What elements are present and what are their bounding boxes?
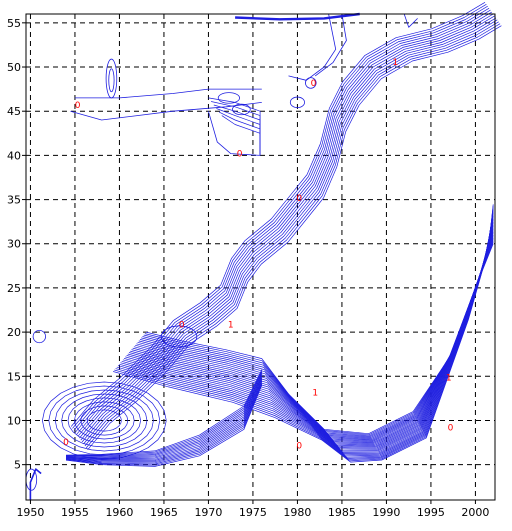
y-tick-label: 55 bbox=[7, 17, 21, 30]
peak-ring bbox=[289, 96, 305, 109]
lower-contour bbox=[65, 375, 263, 459]
loop-contour bbox=[48, 385, 161, 456]
contour-label: 0 bbox=[63, 438, 69, 448]
peak-ring bbox=[105, 58, 118, 99]
x-tick-label: 1970 bbox=[194, 506, 222, 519]
lower-contour bbox=[65, 382, 263, 465]
x-tick-label: 1955 bbox=[61, 506, 89, 519]
lower-contour bbox=[65, 379, 263, 462]
x-tick-label: 1975 bbox=[239, 506, 267, 519]
ridge-contour bbox=[72, 3, 487, 429]
x-tick-label: 1985 bbox=[328, 506, 356, 519]
peak-ring bbox=[108, 68, 115, 93]
grid-lines bbox=[26, 14, 495, 500]
lower-contour bbox=[65, 369, 263, 456]
lower-contour bbox=[65, 376, 263, 460]
contour-labels: 0 0 0 1 0 0 0 0 1 1 1 0 bbox=[63, 58, 453, 451]
plateau-contour bbox=[221, 115, 261, 156]
peak-ring bbox=[217, 92, 240, 104]
x-tick-label: 1950 bbox=[16, 506, 44, 519]
lower-contour bbox=[65, 373, 263, 458]
y-tick-label: 5 bbox=[14, 459, 21, 472]
ridge-contour bbox=[73, 5, 488, 431]
loop-contour bbox=[80, 405, 129, 436]
y-tick-label: 25 bbox=[7, 282, 21, 295]
ridge-contour bbox=[85, 23, 501, 449]
top-contour bbox=[288, 13, 337, 81]
top-contour bbox=[403, 13, 418, 28]
loop-contour bbox=[54, 389, 154, 452]
basin-contour bbox=[113, 204, 494, 463]
ridge-contour bbox=[84, 21, 499, 447]
contour-label: 1 bbox=[312, 388, 318, 398]
contour-label: 0 bbox=[448, 424, 454, 434]
lower-contour bbox=[65, 383, 263, 466]
plateau-contour bbox=[74, 88, 262, 99]
inner-loop bbox=[160, 325, 198, 348]
lower-contour bbox=[65, 377, 263, 461]
x-tick-label: 2000 bbox=[461, 506, 489, 519]
y-axis: 5 10 15 20 25 30 35 40 45 50 55 bbox=[7, 17, 26, 472]
contour-label: 0 bbox=[179, 320, 185, 330]
y-tick-label: 30 bbox=[7, 238, 21, 251]
plot-frame bbox=[25, 13, 496, 501]
contour-label: 1 bbox=[228, 320, 234, 330]
contour-label: 0 bbox=[296, 441, 302, 451]
lower-contour bbox=[65, 370, 263, 456]
lower-contour bbox=[66, 371, 263, 457]
corner-contour bbox=[29, 468, 42, 500]
loop-contour bbox=[74, 401, 135, 440]
y-tick-label: 50 bbox=[7, 61, 21, 74]
x-tick-label: 1990 bbox=[372, 506, 400, 519]
lower-contour bbox=[65, 374, 263, 458]
x-axis: 1950 1955 1960 1965 1970 1975 1980 1985 1990 1995… bbox=[16, 500, 489, 519]
y-tick-label: 35 bbox=[7, 194, 21, 207]
contour-label: 0 bbox=[296, 194, 302, 204]
ridge-contour bbox=[81, 17, 497, 443]
top-contour bbox=[314, 13, 347, 77]
y-tick-label: 20 bbox=[7, 326, 21, 339]
lower-contour bbox=[65, 380, 263, 463]
loop-contour bbox=[61, 393, 148, 448]
contour-label: 1 bbox=[446, 373, 452, 383]
ridge-contour bbox=[75, 7, 490, 433]
peak-ring bbox=[232, 103, 251, 116]
loop-contour bbox=[86, 409, 122, 432]
y-tick-label: 40 bbox=[7, 149, 21, 162]
loop-contour bbox=[67, 397, 141, 444]
contour-lines bbox=[25, 1, 502, 500]
x-tick-label: 1995 bbox=[417, 506, 445, 519]
loop-contour bbox=[42, 381, 167, 460]
y-tick-label: 15 bbox=[7, 370, 21, 383]
ridge-contour bbox=[80, 15, 495, 441]
lower-contour bbox=[65, 384, 263, 467]
small-loop bbox=[32, 329, 46, 344]
peak-ring bbox=[305, 77, 317, 89]
contour-label: 0 bbox=[237, 150, 243, 160]
lower-contour bbox=[65, 381, 263, 464]
ridge-contour bbox=[83, 19, 498, 445]
y-tick-label: 10 bbox=[7, 414, 21, 427]
contour-label: 1 bbox=[392, 58, 398, 68]
contour-label: 0 bbox=[311, 79, 317, 89]
y-tick-label: 45 bbox=[7, 105, 21, 118]
x-tick-label: 1960 bbox=[105, 506, 133, 519]
contour-label: 0 bbox=[75, 101, 81, 111]
plateau-contour bbox=[208, 111, 261, 156]
x-tick-label: 1965 bbox=[150, 506, 178, 519]
ridge-contour bbox=[70, 1, 486, 427]
x-tick-label: 1980 bbox=[283, 506, 311, 519]
